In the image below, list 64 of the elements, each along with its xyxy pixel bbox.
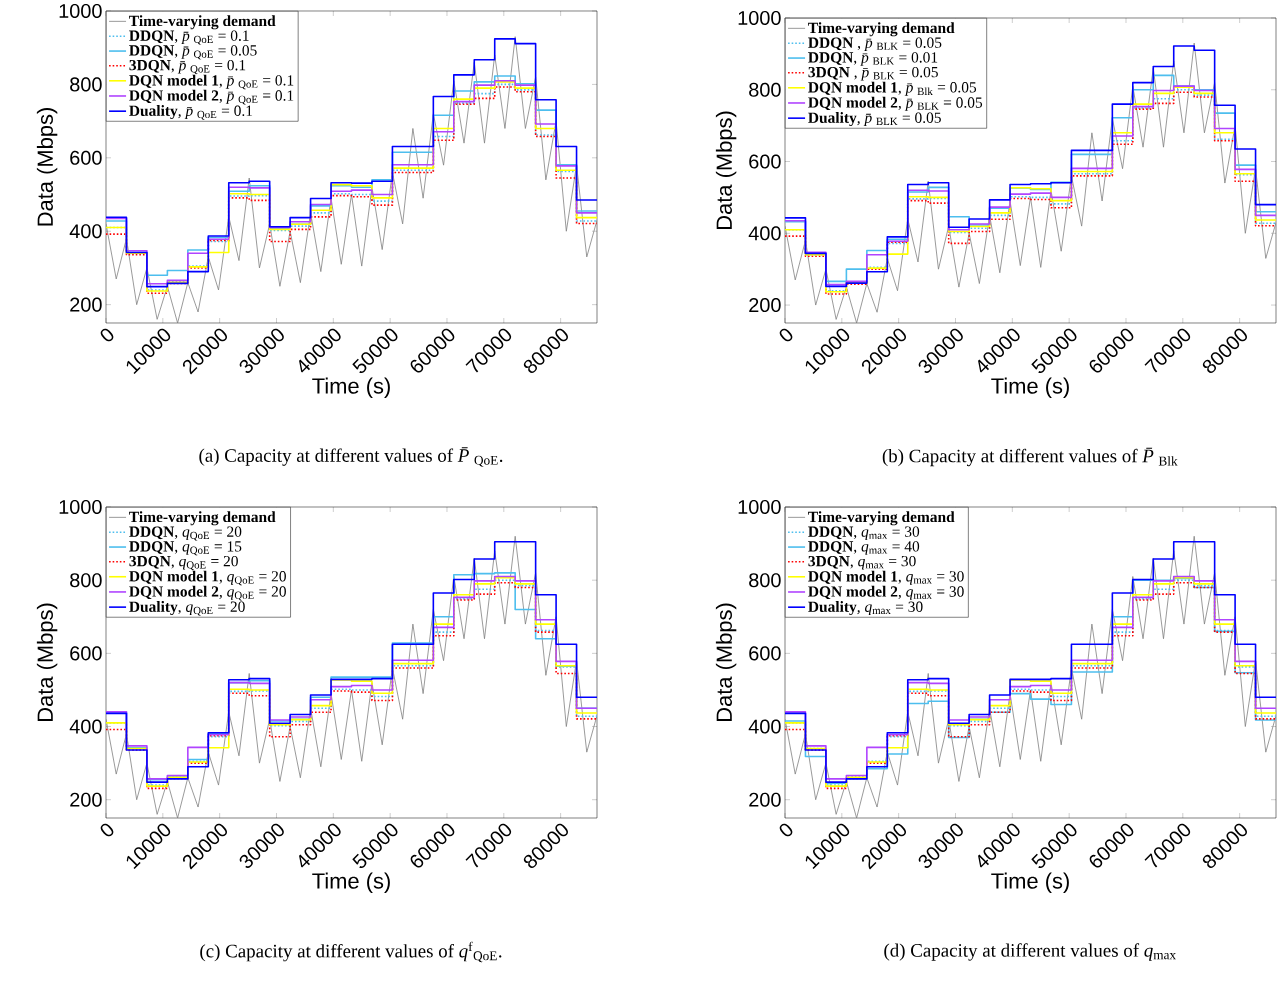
y-tick-label: 200 [70, 792, 102, 807]
y-tick-label: 400 [69, 719, 102, 734]
y-tick-label: 200 [70, 297, 102, 312]
y-tick-label: 1000 [59, 3, 102, 19]
x-tick-label: 0 [100, 328, 114, 342]
legend-label: 3DQN, p̄$_{QoE}$ = 0.1 [129, 59, 246, 75]
legend-label: DDQN, q$_{max}$ = 40 [808, 541, 920, 555]
y-tick-label: 200 [749, 792, 781, 807]
text: (b) Capacity at different values of P̄$_{Blk}$ [882, 447, 1178, 467]
y-tick-label: 1000 [738, 10, 781, 26]
legend-label: DDQN, p̄$_{QoE}$ = 0.05 [129, 45, 257, 60]
legend-label: Duality, p̄$_{QoE}$ = 0.1 [129, 105, 253, 120]
x-tick-label: 0 [779, 823, 793, 837]
legend-label: DQN model 2, q$_{max}$ = 30 [808, 585, 964, 600]
legend-label: DDQN, q$_{QoE}$ = 15 [129, 541, 242, 556]
y-tick-label: 400 [748, 719, 781, 734]
text: (c) Capacity at different values of q$^{f}$$_{QoE}$. [200, 941, 502, 963]
legend-label: DQN model 1, p̄$_{Blk}$ = 0.05 [808, 81, 977, 96]
x-axis-title: Time (s) [312, 872, 390, 894]
y-tick-label: 400 [69, 224, 102, 239]
legend-label: Duality, q$_{QoE}$ = 20 [129, 601, 245, 616]
legend-label: Time-varying demand [129, 15, 276, 30]
y-tick-label: 1000 [738, 499, 781, 515]
legend-label: DQN model 2, p̄$_{QoE}$ = 0.1 [129, 89, 294, 105]
y-tick-label: 200 [749, 298, 781, 313]
legend-label: DQN model 1, q$_{max}$ = 30 [808, 570, 964, 585]
text: (d) Capacity at different values of q$_{max}$ [884, 943, 1176, 961]
y-axis-title: Data (Mbps) [36, 108, 58, 226]
legend-label: Duality, q$_{max}$ = 30 [808, 601, 923, 616]
x-tick-label: 0 [100, 823, 114, 837]
y-tick-label: 1000 [59, 499, 102, 515]
y-tick-label: 600 [749, 646, 781, 661]
legend-label: Time-varying demand [129, 511, 276, 526]
y-tick-label: 400 [748, 226, 781, 241]
x-tick-label: 0 [779, 328, 793, 342]
legend-label: Duality, p̄$_{BLK}$ = 0.05 [808, 112, 941, 127]
legend-label: DDQN, p̄$_{BLK}$ = 0.01 [808, 52, 938, 66]
x-axis-title: Time (s) [991, 872, 1069, 894]
text: (a) Capacity at different values of P̄$_{QoE}$. [199, 447, 503, 467]
y-tick-label: 600 [70, 646, 102, 661]
legend-label: DQN model 2, q$_{QoE}$ = 20 [129, 585, 286, 601]
legend-label: 3DQN, q$_{QoE}$ = 20 [129, 555, 238, 571]
legend-label: DDQN, q$_{QoE}$ = 20 [129, 526, 242, 541]
legend-label: DQN model 1, p̄$_{QoE}$ = 0.1 [129, 74, 294, 90]
legend-label: 3DQN, q$_{max}$ = 30 [808, 555, 916, 570]
legend-label: DDQN , p̄$_{BLK}$ = 0.05 [808, 37, 942, 51]
y-axis-title: Data (Mbps) [715, 111, 737, 229]
legend-label: DQN model 1, q$_{QoE}$ = 20 [129, 570, 286, 586]
x-axis-title: Time (s) [991, 377, 1069, 399]
y-tick-label: 600 [749, 154, 781, 169]
y-tick-label: 800 [749, 82, 781, 97]
y-axis-title: Data (Mbps) [715, 603, 737, 721]
x-axis-title: Time (s) [312, 377, 390, 399]
y-tick-label: 800 [749, 573, 781, 588]
legend-label: DDQN, p̄$_{QoE}$ = 0.1 [129, 30, 249, 45]
legend-label: Time-varying demand [808, 511, 955, 526]
y-axis-title: Data (Mbps) [36, 603, 58, 721]
legend-label: DDQN, q$_{max}$ = 30 [808, 526, 920, 540]
y-tick-label: 800 [70, 77, 102, 92]
y-tick-label: 600 [70, 150, 102, 165]
legend-label: DQN model 2, p̄$_{BLK}$ = 0.05 [808, 96, 983, 111]
legend-label: 3DQN , p̄$_{BLK}$ = 0.05 [808, 66, 938, 81]
y-tick-label: 800 [70, 573, 102, 588]
legend-label: Time-varying demand [808, 22, 955, 37]
